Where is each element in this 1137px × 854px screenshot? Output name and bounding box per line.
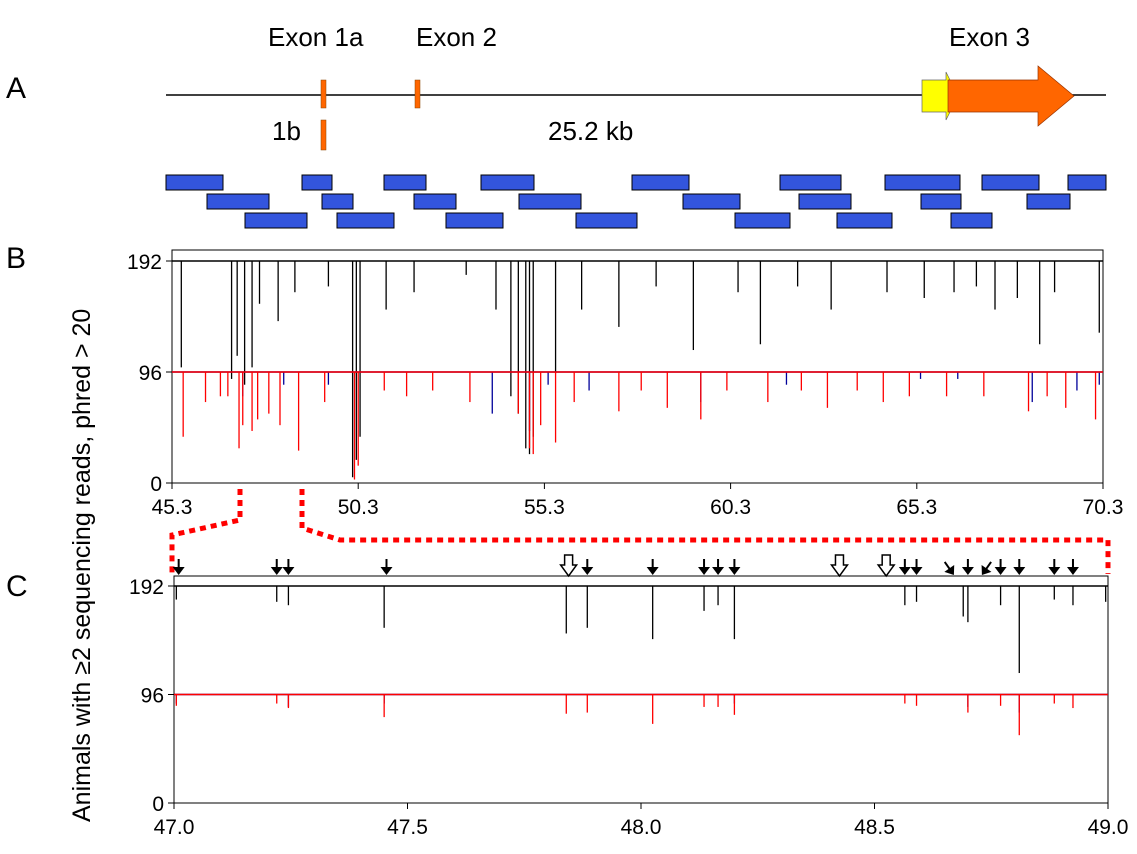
amplicon-block bbox=[631, 174, 690, 191]
black-down-arrow-icon bbox=[1066, 559, 1079, 575]
panel-b-plot: 0 96 192 45.3 50.3 55.3 60.3 65.3 70.3 bbox=[127, 249, 1123, 519]
amplicon-block bbox=[884, 174, 961, 191]
open-down-arrow-icon bbox=[559, 554, 579, 578]
panel-b-series bbox=[172, 260, 1103, 480]
black-down-arrow-icon bbox=[943, 561, 955, 575]
amplicon-block bbox=[165, 174, 224, 191]
exon-1b-label: 1b bbox=[272, 116, 301, 146]
amplicon-block bbox=[445, 212, 504, 229]
panel-label-a: A bbox=[6, 72, 26, 105]
amplicon-block bbox=[1026, 193, 1071, 210]
y-tick-label: 192 bbox=[129, 576, 164, 599]
x-tick-label: 48.0 bbox=[621, 816, 662, 839]
panel-c-plot: 0 96 192 47.0 47.5 48.0 48.5 49.0 bbox=[129, 554, 1128, 839]
black-down-arrow-icon bbox=[646, 559, 659, 575]
data-series bbox=[174, 693, 1108, 736]
x-tick-label: 60.3 bbox=[710, 496, 751, 519]
zoom-connector-right bbox=[299, 489, 1111, 574]
amplicon-block bbox=[321, 193, 354, 210]
black-down-arrow-icon bbox=[172, 559, 185, 575]
x-tick-label: 47.5 bbox=[387, 816, 428, 839]
amplicon-block bbox=[413, 193, 457, 210]
x-tick-label: 70.3 bbox=[1083, 496, 1124, 519]
exon-1a-block bbox=[320, 79, 327, 109]
data-series bbox=[172, 260, 1103, 478]
amplicon-block bbox=[779, 174, 842, 191]
black-down-arrow-icon bbox=[698, 559, 711, 575]
amplicon-block bbox=[734, 212, 791, 229]
black-down-arrow-icon bbox=[712, 559, 725, 575]
amplicon-tiling bbox=[165, 174, 1107, 229]
exon-1a-label: Exon 1a bbox=[268, 22, 364, 52]
amplicon-block bbox=[575, 212, 638, 229]
y-tick-label: 96 bbox=[141, 685, 164, 708]
amplicon-block bbox=[981, 174, 1040, 191]
black-down-arrow-icon bbox=[994, 559, 1007, 575]
gene-length-label: 25.2 kb bbox=[548, 116, 633, 146]
amplicon-block bbox=[244, 212, 308, 229]
amplicon-block bbox=[518, 193, 582, 210]
black-down-arrow-icon bbox=[282, 559, 295, 575]
panel-b-frame bbox=[171, 249, 1104, 484]
x-tick-label: 45.3 bbox=[152, 496, 193, 519]
amplicon-block bbox=[206, 193, 270, 210]
exon-2-label: Exon 2 bbox=[416, 22, 497, 52]
open-down-arrow-icon bbox=[876, 554, 896, 578]
black-down-arrow-icon bbox=[910, 559, 923, 575]
amplicon-block bbox=[920, 193, 962, 210]
black-down-arrow-icon bbox=[961, 559, 974, 575]
y-tick-label: 96 bbox=[139, 362, 162, 385]
black-down-arrow-icon bbox=[898, 559, 911, 575]
amplicon-block bbox=[682, 193, 741, 210]
data-series bbox=[174, 585, 1108, 674]
y-tick-label: 0 bbox=[150, 473, 162, 496]
exon-1b-block bbox=[320, 119, 327, 151]
panel-b-axes: 0 96 192 45.3 50.3 55.3 60.3 65.3 70.3 bbox=[127, 251, 1123, 519]
amplicon-block bbox=[480, 174, 535, 191]
amplicon-block bbox=[1067, 174, 1107, 191]
panel-c-series bbox=[174, 585, 1108, 736]
exon-3-coding-arrow bbox=[947, 65, 1075, 127]
black-down-arrow-icon bbox=[981, 561, 992, 575]
amplicon-block bbox=[836, 212, 893, 229]
black-down-arrow-icon bbox=[581, 559, 594, 575]
amplicon-block bbox=[950, 212, 993, 229]
y-axis-label: Animals with ≥2 sequencing reads, phred … bbox=[68, 309, 96, 822]
black-down-arrow-icon bbox=[1048, 559, 1061, 575]
y-tick-label: 192 bbox=[127, 251, 162, 274]
x-tick-label: 47.0 bbox=[154, 816, 195, 839]
panel-c-axes: 0 96 192 47.0 47.5 48.0 48.5 49.0 bbox=[129, 576, 1128, 839]
data-series bbox=[172, 371, 1103, 431]
x-tick-label: 50.3 bbox=[338, 496, 379, 519]
y-tick-label: 0 bbox=[152, 793, 164, 816]
x-tick-label: 49.0 bbox=[1088, 816, 1129, 839]
black-down-arrow-icon bbox=[728, 559, 741, 575]
black-down-arrow-icon bbox=[270, 559, 283, 575]
amplicon-block bbox=[383, 174, 427, 191]
variant-arrows bbox=[172, 554, 1079, 578]
amplicon-block bbox=[798, 193, 852, 210]
x-tick-label: 48.5 bbox=[854, 816, 895, 839]
x-tick-label: 55.3 bbox=[524, 496, 565, 519]
open-down-arrow-icon bbox=[830, 554, 849, 578]
panel-label-c: C bbox=[6, 570, 28, 603]
exon-2-block bbox=[414, 79, 421, 109]
exon-3-label: Exon 3 bbox=[949, 22, 1030, 52]
amplicon-block bbox=[336, 212, 395, 229]
amplicon-block bbox=[301, 174, 333, 191]
data-series bbox=[172, 371, 1103, 480]
black-down-arrow-icon bbox=[1013, 559, 1026, 575]
panel-label-b: B bbox=[6, 242, 26, 275]
black-down-arrow-icon bbox=[380, 559, 393, 575]
x-tick-label: 65.3 bbox=[896, 496, 937, 519]
gene-model: Exon 1a Exon 2 Exon 3 1b 25.2 kb bbox=[166, 22, 1106, 151]
zoom-connector-left bbox=[169, 489, 243, 574]
